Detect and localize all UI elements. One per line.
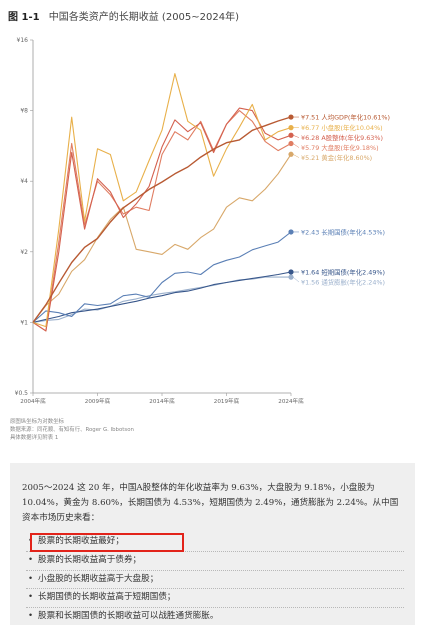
series-label-leader-large — [292, 143, 300, 148]
series-label-leader-cpi — [292, 276, 300, 283]
series-end-dot-a_share — [288, 132, 294, 138]
note-line: 数据来源：同花顺、有知有行、Roger G. Ibbotson — [10, 427, 134, 433]
note-line: 原图纵坐标为对数坐标 — [10, 419, 64, 425]
list-item: 股票和长期国债的长期收益可以战胜通货膨胀。 — [26, 608, 404, 626]
figure-title: 中国各类资产的长期收益 (2005~2024年) — [48, 12, 240, 23]
series-line-ltbond — [32, 231, 292, 323]
y-tick-label: ¥16 — [17, 37, 29, 44]
series-line-cpi — [32, 276, 291, 323]
series-line-gold — [32, 153, 292, 323]
series-end-dot-gold — [288, 151, 294, 157]
x-tick-label: 2014年底 — [149, 397, 175, 405]
series-end-dot-large — [288, 140, 294, 147]
note-line: 具体数据详见附表 1 — [10, 435, 59, 441]
series-line-small — [32, 73, 292, 328]
list-item: 股票的长期收益高于债券； — [26, 552, 404, 571]
list-item: 长期国债的长期收益高于短期国债； — [26, 589, 404, 609]
series-end-dot-stbond — [288, 269, 294, 275]
highlight-box — [30, 533, 184, 552]
x-tick-label: 2019年底 — [214, 397, 240, 405]
y-tick-label: ¥2 — [20, 249, 28, 256]
x-tick-label: 2004年底 — [20, 397, 46, 405]
series-label-stbond: ¥1.64 短期国债(年化2.49%) — [301, 268, 385, 277]
y-tick-label: ¥8 — [20, 108, 28, 115]
series-line-gdp — [32, 116, 292, 323]
y-tick-label: ¥1 — [20, 319, 28, 326]
series-label-small: ¥6.77 小盘股(年化10.04%) — [301, 123, 383, 132]
series-end-dot-cpi — [288, 274, 294, 280]
y-tick-label: ¥0.5 — [15, 390, 29, 397]
series-label-cpi: ¥1.56 通货膨胀(年化2.24%) — [301, 278, 385, 287]
series-label-large: ¥5.79 大盘股(年化9.18%) — [301, 143, 379, 152]
y-tick-label: ¥4 — [20, 178, 28, 185]
conclusion-list: 股票的长期收益最好； 股票的长期收益高于债券； 小盘股的长期收益高于大盘股； 长… — [26, 533, 404, 626]
series-label-gold: ¥5.21 黄金(年化8.60%) — [301, 153, 372, 162]
series-label-gdp: ¥7.51 人均GDP(年化10.61%) — [301, 113, 390, 122]
series-end-dot-ltbond — [288, 229, 294, 235]
figure-header: 图 1-1 中国各类资产的长期收益 (2005~2024年) — [8, 8, 239, 23]
series-label-leader-a_share — [292, 135, 300, 138]
series-line-large — [32, 110, 292, 332]
conclusion-panel: 2005～2024 这 20 年，中国A股整体的年化收益率为 9.63%，大盘股… — [10, 463, 415, 626]
x-tick-label: 2009年底 — [85, 397, 111, 405]
x-tick-label: 2024年底 — [278, 397, 304, 405]
series-line-a_share — [32, 107, 292, 332]
list-item: 小盘股的长期收益高于大盘股； — [26, 571, 404, 590]
series-end-dot-small — [288, 125, 294, 131]
figure-number: 图 1-1 — [8, 12, 40, 23]
series-label-leader-gold — [292, 154, 300, 158]
series-label-a_share: ¥6.28 A股整体(年化9.63%) — [301, 133, 383, 142]
figure-notes: 原图纵坐标为对数坐标 数据来源：同花顺、有知有行、Roger G. Ibbots… — [10, 418, 134, 442]
panel-summary: 2005～2024 这 20 年，中国A股整体的年化收益率为 9.63%，大盘股… — [22, 483, 399, 523]
series-label-ltbond: ¥2.43 长期国债(年化4.53%) — [301, 227, 385, 236]
series-end-dot-gdp — [288, 114, 294, 120]
